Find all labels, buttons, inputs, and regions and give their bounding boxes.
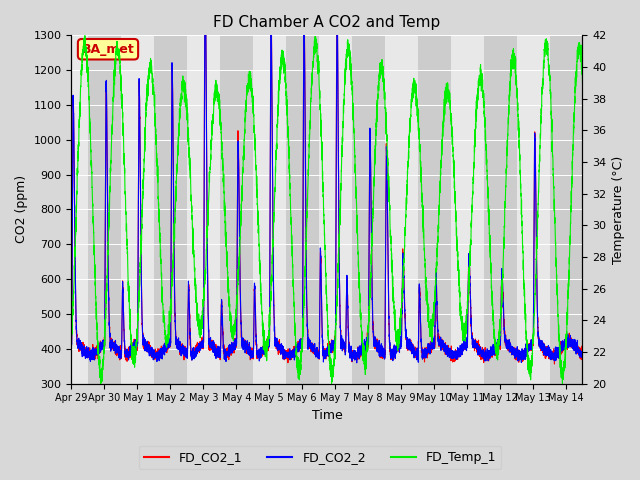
Bar (285, 36, 302, 384)
Bar (72, 36, 88, 384)
Bar (138, 36, 154, 384)
Title: FD Chamber A CO2 and Temp: FD Chamber A CO2 and Temp (213, 15, 440, 30)
Bar (500, 36, 516, 384)
Bar (335, 36, 351, 384)
Y-axis label: Temperature (°C): Temperature (°C) (612, 156, 625, 264)
Y-axis label: CO2 (ppm): CO2 (ppm) (15, 175, 28, 243)
Bar (220, 36, 236, 384)
Bar (88, 36, 104, 384)
Bar (484, 36, 500, 384)
Bar (385, 36, 401, 384)
Bar (319, 36, 335, 384)
Text: BA_met: BA_met (82, 43, 134, 56)
Bar (154, 36, 170, 384)
Bar (104, 36, 121, 384)
Bar (170, 36, 187, 384)
Bar (253, 36, 269, 384)
Bar (187, 36, 204, 384)
Bar (204, 36, 220, 384)
Bar (368, 36, 385, 384)
Bar (467, 36, 484, 384)
Bar (236, 36, 253, 384)
Bar (516, 36, 533, 384)
Bar (451, 36, 467, 384)
Legend: FD_CO2_1, FD_CO2_2, FD_Temp_1: FD_CO2_1, FD_CO2_2, FD_Temp_1 (139, 446, 501, 469)
Bar (533, 36, 550, 384)
X-axis label: Time: Time (312, 409, 342, 422)
Bar (550, 36, 566, 384)
Bar (566, 36, 582, 384)
Bar (302, 36, 319, 384)
Bar (418, 36, 434, 384)
Bar (434, 36, 451, 384)
Bar (582, 36, 599, 384)
Bar (401, 36, 418, 384)
Bar (351, 36, 368, 384)
Bar (269, 36, 285, 384)
Bar (121, 36, 138, 384)
